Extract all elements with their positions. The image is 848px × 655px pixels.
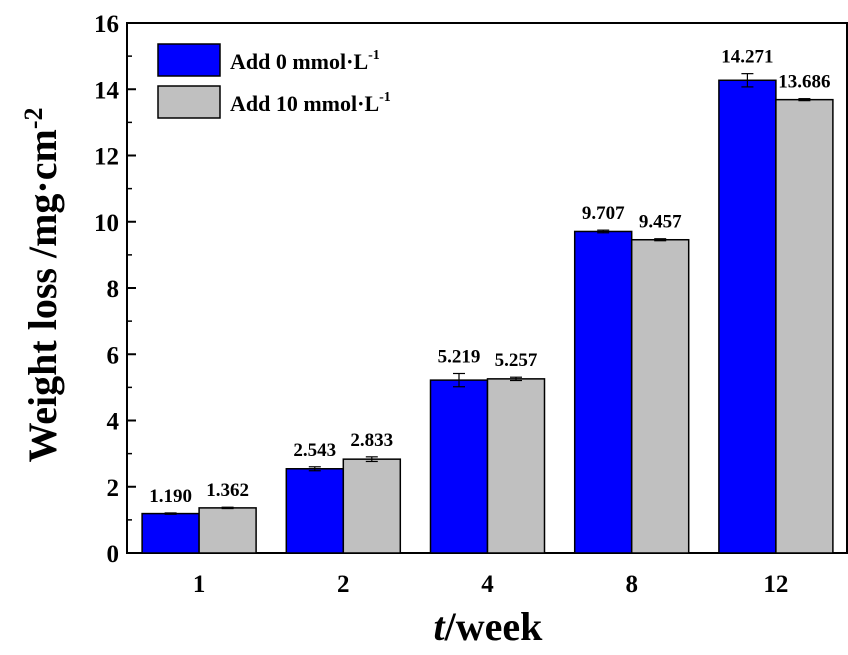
legend-swatch (157, 43, 221, 77)
y-tick-label: 8 (107, 276, 120, 303)
y-tick-label: 16 (94, 11, 119, 38)
data-label: 9.457 (639, 212, 682, 233)
y-tick-label: 10 (94, 210, 119, 237)
data-label: 2.833 (350, 430, 393, 451)
bar-add-10 (775, 98, 834, 554)
y-tick-label: 12 (94, 144, 119, 171)
bar-add-0 (718, 79, 777, 554)
x-tick-label: 2 (337, 571, 350, 598)
data-label: 5.219 (438, 346, 481, 367)
data-label: 5.257 (495, 350, 538, 371)
x-tick-label: 4 (481, 571, 494, 598)
legend-swatch (157, 85, 221, 119)
bar-add-0 (141, 512, 200, 554)
y-tick-label: 4 (107, 409, 120, 436)
legend-label: Add 10 mmol·L-1 (230, 90, 391, 116)
y-tick-label: 6 (107, 342, 120, 369)
y-axis-ticks: 0 2 4 6 8 10 12 14 16 (94, 11, 136, 568)
x-axis-ticks: 1 2 4 8 12 (193, 571, 789, 598)
x-tick-label: 1 (193, 571, 206, 598)
y-tick-label: 14 (94, 77, 120, 104)
bar-add-10 (198, 507, 257, 554)
data-label: 13.686 (778, 72, 830, 93)
bar-add-10 (342, 458, 402, 554)
data-label: 14.271 (721, 47, 773, 68)
x-tick-label: 12 (763, 571, 788, 598)
data-label: 9.707 (582, 203, 625, 224)
data-label: 1.190 (149, 486, 192, 507)
data-label: 1.362 (206, 480, 249, 501)
legend: Add 0 mmol·L-1 Add 10 mmol·L-1 (157, 43, 391, 119)
y-tick-label: 0 (107, 541, 120, 568)
x-tick-label: 8 (625, 571, 638, 598)
y-tick-label: 2 (107, 475, 120, 502)
y-axis-title: Weight loss /mg·cm-2 (19, 108, 65, 463)
data-label: 2.543 (293, 440, 336, 461)
bar-add-0 (573, 230, 633, 554)
x-axis-title: t/week (434, 604, 544, 649)
bar-add-0 (285, 468, 345, 554)
bars: 1.190 2.543 5.219 9.707 14.271 1.362 2.833 5.25… (141, 47, 834, 554)
bar-add-10 (486, 378, 546, 554)
bar-add-10 (630, 238, 690, 554)
bar-add-0 (429, 379, 489, 554)
legend-label: Add 0 mmol·L-1 (230, 48, 380, 74)
